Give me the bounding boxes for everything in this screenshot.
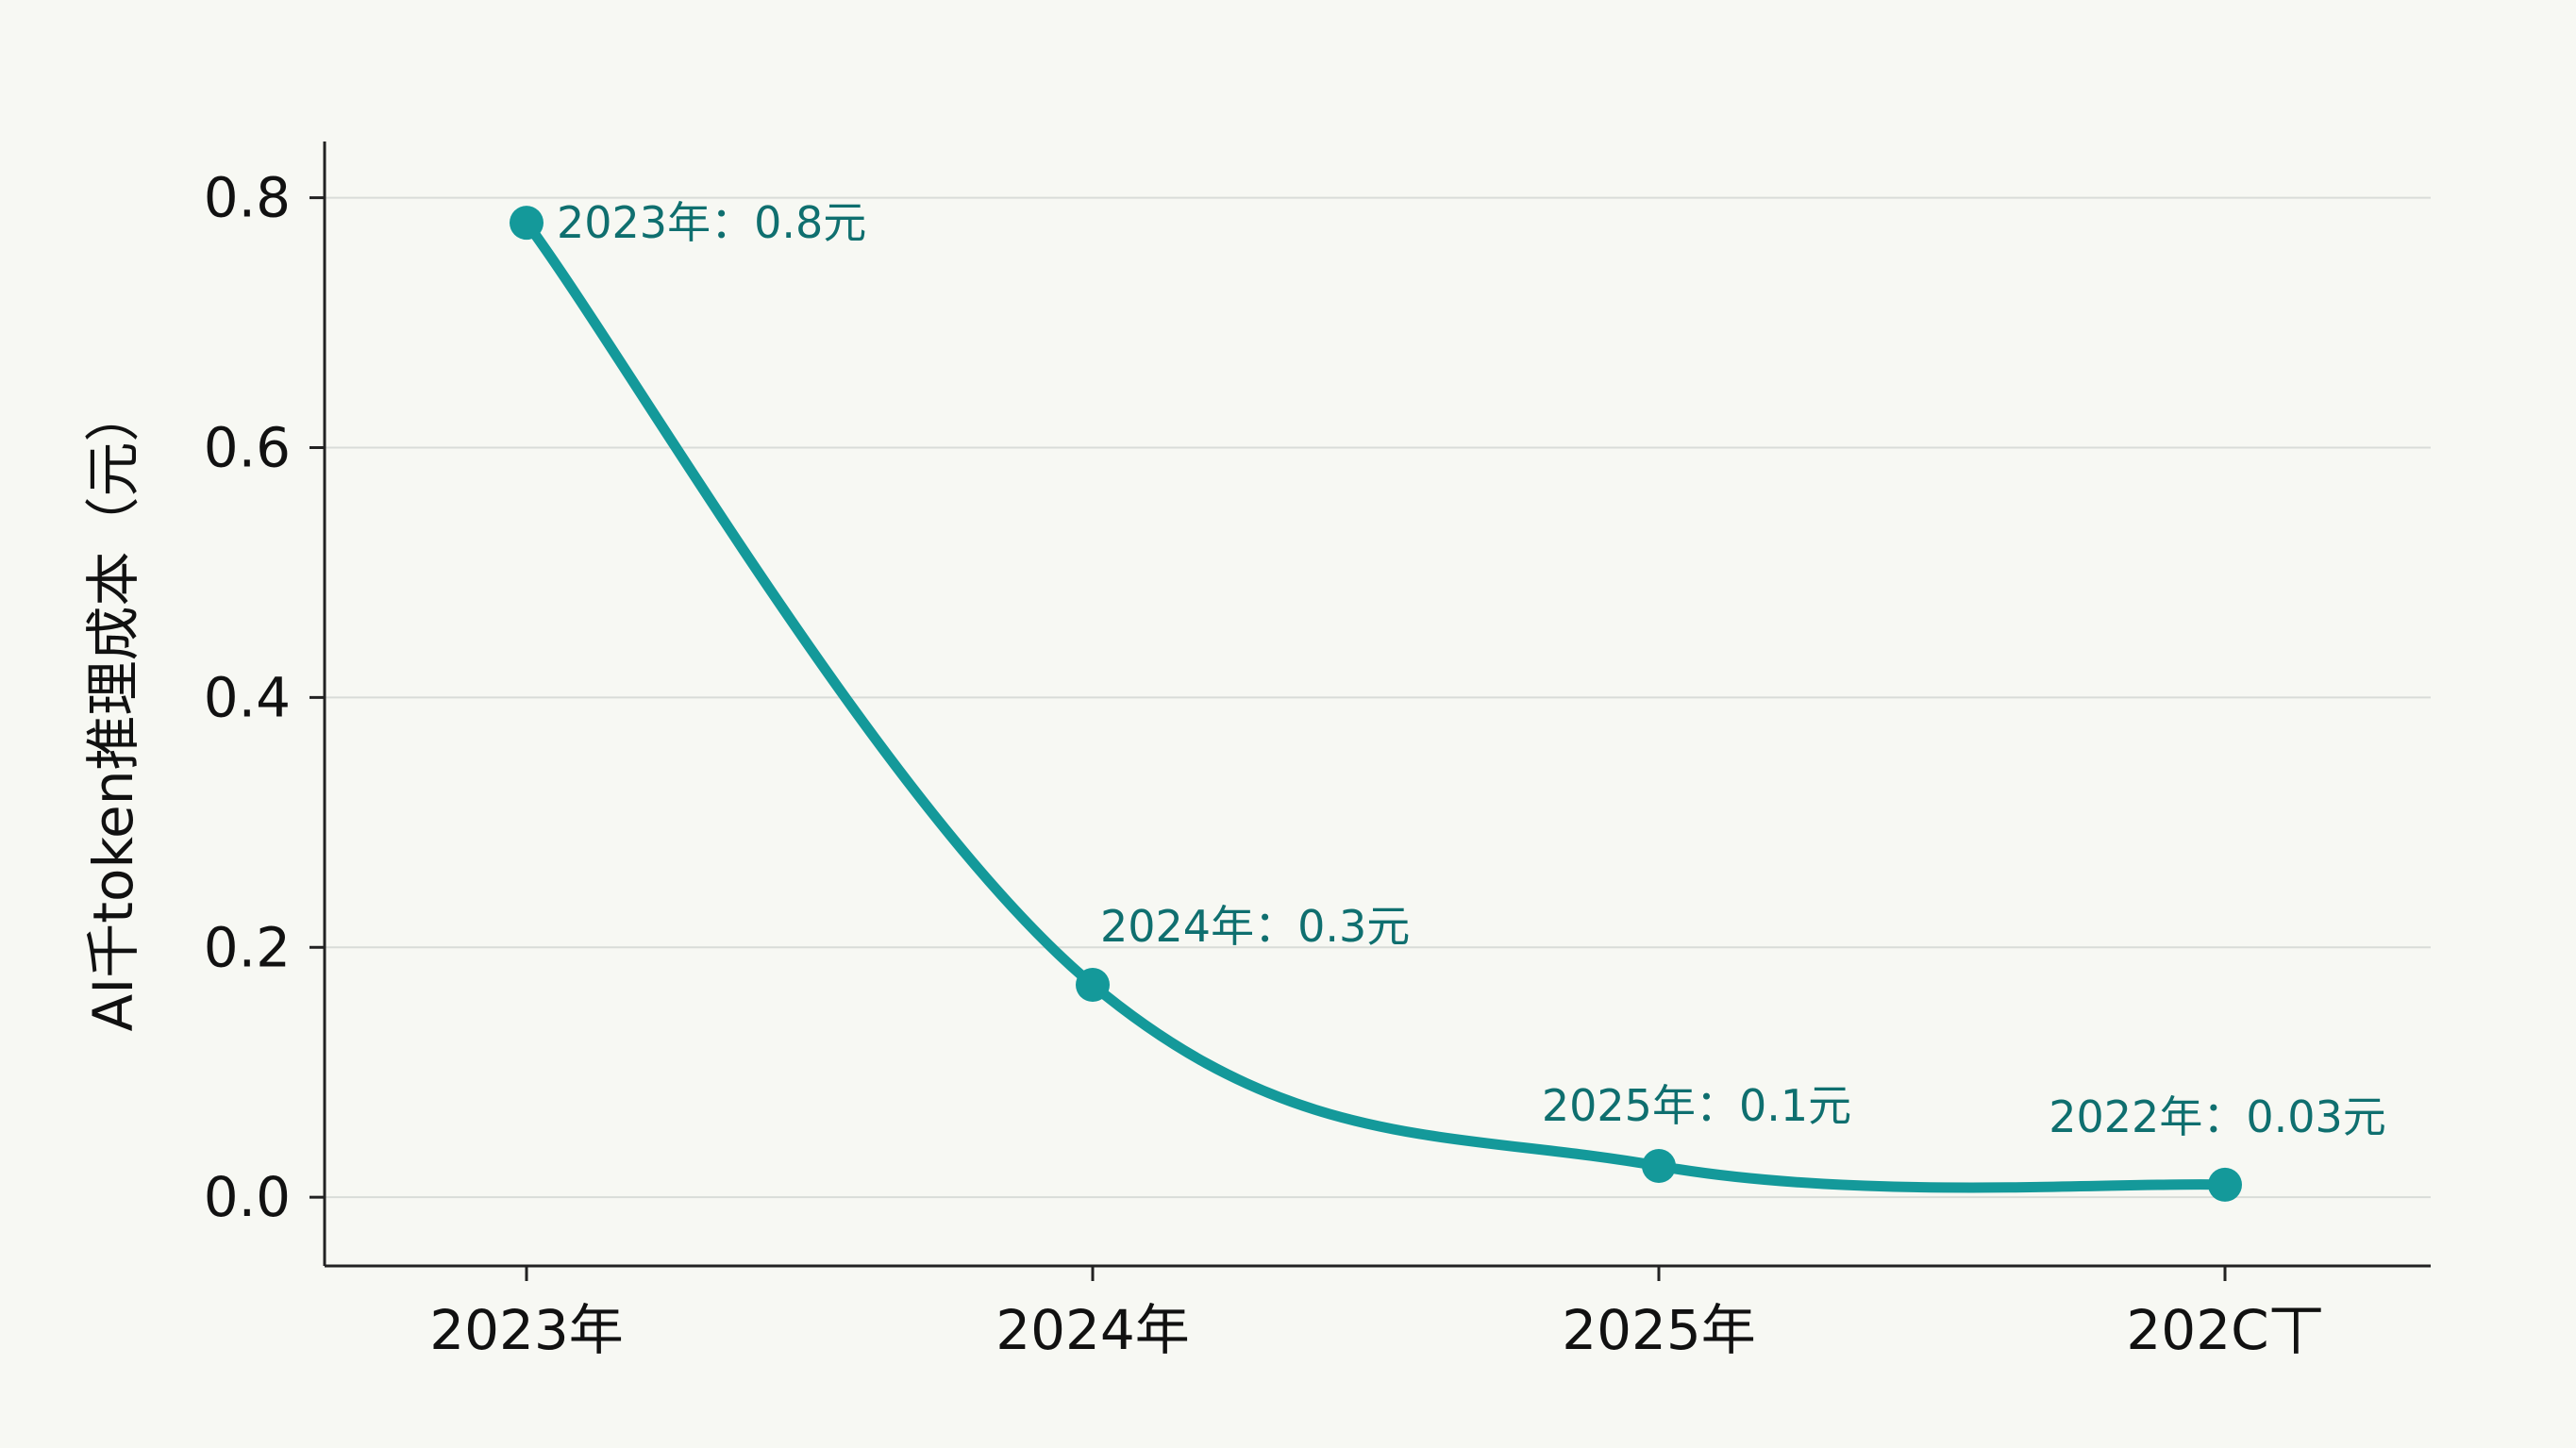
y-tick-label: 0.2 [204, 915, 291, 979]
y-tick-label: 0.8 [204, 166, 291, 230]
y-tick-label: 0.4 [204, 665, 291, 729]
data-label-layer: 2023年：0.8元 2024年：0.3元 2025年：0.1元 2022年：0.03… [557, 197, 2386, 1142]
grid-layer [325, 196, 2431, 1199]
data-label: 2023年：0.8元 [557, 197, 866, 248]
x-tick-layer: 2023年 2024年 2025年 202C丅 [429, 1266, 2324, 1362]
y-axis-title: AI千token推理成本（元） [81, 388, 145, 1032]
data-point [1076, 968, 1110, 1002]
x-tick-label: 202C丅 [2126, 1298, 2323, 1362]
x-tick-label: 2024年 [995, 1298, 1190, 1362]
y-tick-label: 0.0 [204, 1165, 291, 1229]
data-label: 2024年：0.3元 [1100, 901, 1410, 952]
x-tick-label: 2023年 [429, 1298, 624, 1362]
data-point [510, 206, 544, 241]
data-label: 2025年：0.1元 [1542, 1080, 1851, 1131]
x-tick-label: 2025年 [1562, 1298, 1756, 1362]
data-point [2208, 1167, 2242, 1202]
data-point [1642, 1149, 1676, 1184]
series-line [521, 217, 2231, 1193]
series-layer [510, 206, 2242, 1202]
y-tick-layer: 0.0 0.2 0.4 0.6 0.8 [204, 166, 325, 1229]
y-tick-label: 0.6 [204, 415, 291, 479]
data-label: 2022年：0.03元 [2049, 1091, 2386, 1142]
